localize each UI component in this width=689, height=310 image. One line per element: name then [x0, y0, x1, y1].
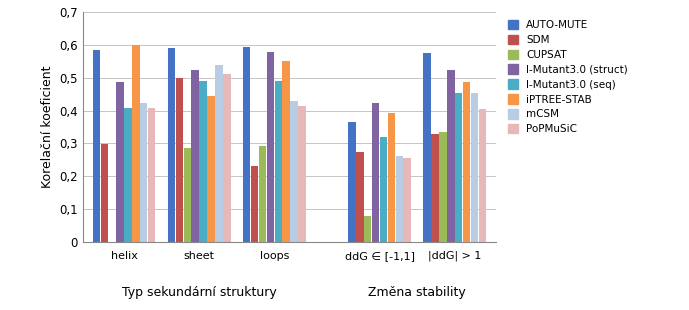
Bar [388, 113, 395, 242]
Bar [192, 70, 199, 242]
Bar [183, 148, 191, 242]
Bar [439, 132, 446, 242]
Bar [447, 70, 455, 242]
Bar [140, 103, 147, 242]
Bar [395, 156, 403, 242]
Bar [455, 93, 462, 242]
Text: Změna stability: Změna stability [369, 286, 466, 299]
Bar [176, 78, 183, 242]
Y-axis label: Korelační koeficient: Korelační koeficient [41, 66, 54, 188]
Bar [479, 109, 486, 242]
Bar [290, 101, 298, 242]
Bar [356, 152, 364, 242]
Bar [101, 144, 108, 242]
Bar [364, 216, 371, 242]
Bar [404, 157, 411, 242]
Bar [380, 137, 387, 242]
Bar [372, 103, 380, 242]
Bar [92, 50, 100, 242]
Bar [298, 106, 306, 242]
Bar [274, 81, 282, 242]
Bar [431, 134, 439, 242]
Bar [282, 60, 290, 242]
Legend: AUTO-MUTE, SDM, CUPSAT, I-Mutant3.0 (struct), I-Mutant3.0 (seq), iPTREE-STAB, mC: AUTO-MUTE, SDM, CUPSAT, I-Mutant3.0 (str… [506, 18, 630, 136]
Bar [132, 45, 140, 242]
Bar [168, 48, 175, 242]
Bar [116, 82, 124, 242]
Bar [423, 53, 431, 242]
Bar [259, 146, 266, 242]
Bar [251, 166, 258, 242]
Bar [124, 108, 132, 242]
Text: Typ sekundární struktury: Typ sekundární struktury [122, 286, 276, 299]
Bar [148, 108, 156, 242]
Bar [463, 82, 471, 242]
Bar [215, 65, 223, 242]
Bar [223, 74, 231, 242]
Bar [207, 96, 215, 242]
Bar [348, 122, 356, 242]
Bar [199, 81, 207, 242]
Bar [243, 47, 251, 242]
Bar [267, 52, 274, 242]
Bar [471, 93, 478, 242]
